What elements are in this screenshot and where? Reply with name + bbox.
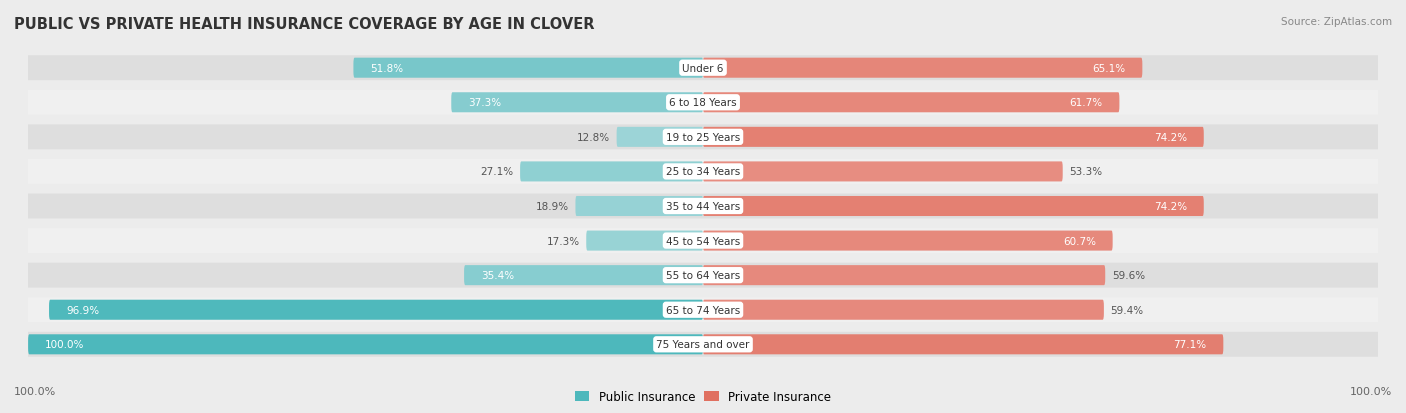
FancyBboxPatch shape — [520, 162, 703, 182]
FancyBboxPatch shape — [703, 335, 1223, 354]
FancyBboxPatch shape — [703, 231, 1112, 251]
FancyBboxPatch shape — [28, 335, 703, 354]
Text: 59.6%: 59.6% — [1112, 271, 1144, 280]
FancyBboxPatch shape — [451, 93, 703, 113]
FancyBboxPatch shape — [25, 228, 1381, 254]
FancyBboxPatch shape — [703, 197, 1204, 216]
FancyBboxPatch shape — [25, 297, 1381, 323]
Text: 51.8%: 51.8% — [370, 64, 404, 74]
Text: 75 Years and over: 75 Years and over — [657, 339, 749, 349]
FancyBboxPatch shape — [464, 266, 703, 285]
Text: 27.1%: 27.1% — [481, 167, 513, 177]
FancyBboxPatch shape — [25, 125, 1381, 150]
FancyBboxPatch shape — [586, 231, 703, 251]
Text: 35 to 44 Years: 35 to 44 Years — [666, 202, 740, 211]
Text: 96.9%: 96.9% — [66, 305, 98, 315]
FancyBboxPatch shape — [353, 59, 703, 78]
Text: 100.0%: 100.0% — [14, 387, 56, 396]
Text: Source: ZipAtlas.com: Source: ZipAtlas.com — [1281, 17, 1392, 26]
Text: 19 to 25 Years: 19 to 25 Years — [666, 133, 740, 142]
FancyBboxPatch shape — [25, 263, 1381, 288]
FancyBboxPatch shape — [25, 56, 1381, 81]
Text: 100.0%: 100.0% — [1350, 387, 1392, 396]
Text: 65 to 74 Years: 65 to 74 Years — [666, 305, 740, 315]
Text: 65.1%: 65.1% — [1092, 64, 1125, 74]
FancyBboxPatch shape — [25, 332, 1381, 357]
Text: 61.7%: 61.7% — [1070, 98, 1102, 108]
FancyBboxPatch shape — [703, 266, 1105, 285]
Text: 77.1%: 77.1% — [1174, 339, 1206, 349]
FancyBboxPatch shape — [703, 300, 1104, 320]
FancyBboxPatch shape — [703, 128, 1204, 147]
Text: 74.2%: 74.2% — [1154, 133, 1187, 142]
Text: 37.3%: 37.3% — [468, 98, 502, 108]
Text: Under 6: Under 6 — [682, 64, 724, 74]
Text: 60.7%: 60.7% — [1063, 236, 1095, 246]
FancyBboxPatch shape — [703, 162, 1063, 182]
Text: 25 to 34 Years: 25 to 34 Years — [666, 167, 740, 177]
Text: 12.8%: 12.8% — [576, 133, 610, 142]
Text: 100.0%: 100.0% — [45, 339, 84, 349]
FancyBboxPatch shape — [575, 197, 703, 216]
FancyBboxPatch shape — [49, 300, 703, 320]
Text: 59.4%: 59.4% — [1111, 305, 1143, 315]
FancyBboxPatch shape — [703, 93, 1119, 113]
FancyBboxPatch shape — [25, 194, 1381, 219]
Text: 53.3%: 53.3% — [1070, 167, 1102, 177]
Legend: Public Insurance, Private Insurance: Public Insurance, Private Insurance — [571, 385, 835, 408]
Text: 74.2%: 74.2% — [1154, 202, 1187, 211]
Text: 18.9%: 18.9% — [536, 202, 568, 211]
FancyBboxPatch shape — [25, 90, 1381, 116]
Text: 17.3%: 17.3% — [547, 236, 579, 246]
Text: 35.4%: 35.4% — [481, 271, 515, 280]
Text: 55 to 64 Years: 55 to 64 Years — [666, 271, 740, 280]
FancyBboxPatch shape — [25, 159, 1381, 185]
Text: 45 to 54 Years: 45 to 54 Years — [666, 236, 740, 246]
FancyBboxPatch shape — [703, 59, 1142, 78]
FancyBboxPatch shape — [617, 128, 703, 147]
Text: 6 to 18 Years: 6 to 18 Years — [669, 98, 737, 108]
Text: PUBLIC VS PRIVATE HEALTH INSURANCE COVERAGE BY AGE IN CLOVER: PUBLIC VS PRIVATE HEALTH INSURANCE COVER… — [14, 17, 595, 31]
